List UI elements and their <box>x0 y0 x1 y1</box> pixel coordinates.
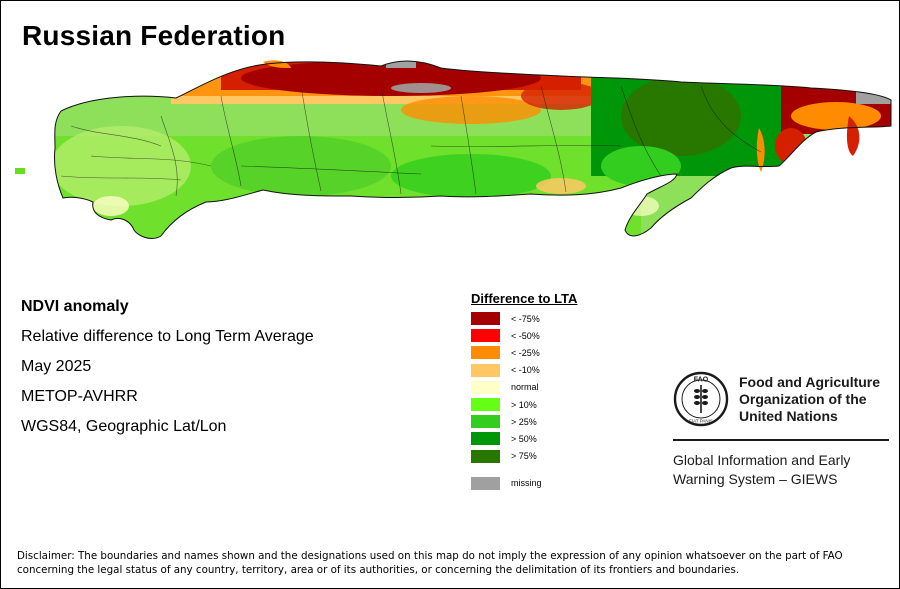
legend-label: normal <box>511 382 539 393</box>
fao-name-line2: Organization of the <box>739 390 867 407</box>
legend-label: > 50% <box>511 433 537 444</box>
fao-branding: FAO FIAT PANIS Food and Agriculture Orga… <box>673 371 889 489</box>
info-sensor: METOP-AVHRR <box>21 388 138 405</box>
legend-item: normal <box>471 379 577 396</box>
info-period: May 2025 <box>21 358 92 375</box>
legend-item: > 25% <box>471 413 577 430</box>
disclaimer: Disclaimer: The boundaries and names sho… <box>17 550 843 576</box>
legend-item: < -10% <box>471 362 577 379</box>
fao-logo-letters: FAO <box>694 377 709 384</box>
legend-label: > 75% <box>511 451 537 462</box>
info-projection: WGS84, Geographic Lat/Lon <box>21 418 227 435</box>
legend-item: > 10% <box>471 396 577 413</box>
giews-line2: Warning System – GIEWS <box>673 471 838 487</box>
ndvi-anomaly-map <box>15 60 892 239</box>
legend-label: < -75% <box>511 313 540 324</box>
legend-swatch <box>471 449 500 463</box>
fao-name-line3: United Nations <box>739 407 838 424</box>
legend-swatch <box>471 312 500 326</box>
fao-logo-motto: FIAT PANIS <box>689 419 713 424</box>
legend-swatch-missing <box>471 476 500 490</box>
kamchatka-peninsula <box>846 116 860 156</box>
info-heading: NDVI anomaly <box>21 298 129 315</box>
sakhalin-island <box>756 128 765 172</box>
legend-item: < -75% <box>471 310 577 327</box>
legend-rows: < -75% < -50% < -25% < -10% normal > 10% > 25%… <box>471 310 577 465</box>
legend-swatch <box>471 432 500 446</box>
legend-swatch <box>471 380 500 394</box>
fao-logo-icon: FAO FIAT PANIS <box>673 371 729 427</box>
map-title: Russian Federation <box>22 20 286 51</box>
map-info: NDVI anomaly Relative difference to Long… <box>21 296 314 446</box>
legend-label: > 25% <box>511 416 537 427</box>
legend: Difference to LTA < -75% < -50% < -25% < -1… <box>471 291 577 492</box>
giews-line1: Global Information and Early <box>673 452 851 468</box>
legend-item: < -25% <box>471 344 577 361</box>
legend-item: > 50% <box>471 430 577 447</box>
legend-title: Difference to LTA <box>471 291 578 306</box>
legend-label: < -10% <box>511 365 540 376</box>
legend-label: < -50% <box>511 330 540 341</box>
fao-name-line1: Food and Agriculture <box>739 373 881 390</box>
legend-label: < -25% <box>511 347 540 358</box>
fao-name: Food and Agriculture Organization of the… <box>739 374 880 425</box>
legend-item-missing: missing <box>471 475 577 492</box>
legend-item: < -50% <box>471 327 577 344</box>
legend-swatch <box>471 363 500 377</box>
legend-item: > 75% <box>471 448 577 465</box>
legend-label-missing: missing <box>511 478 542 489</box>
kaliningrad <box>15 168 25 174</box>
legend-label: > 10% <box>511 399 537 410</box>
legend-swatch <box>471 415 500 429</box>
legend-swatch <box>471 329 500 343</box>
fao-divider <box>673 439 889 441</box>
legend-swatch <box>471 398 500 412</box>
giews-name: Global Information and Early Warning Sys… <box>673 451 889 489</box>
legend-swatch <box>471 346 500 360</box>
info-description: Relative difference to Long Term Average <box>21 328 314 345</box>
